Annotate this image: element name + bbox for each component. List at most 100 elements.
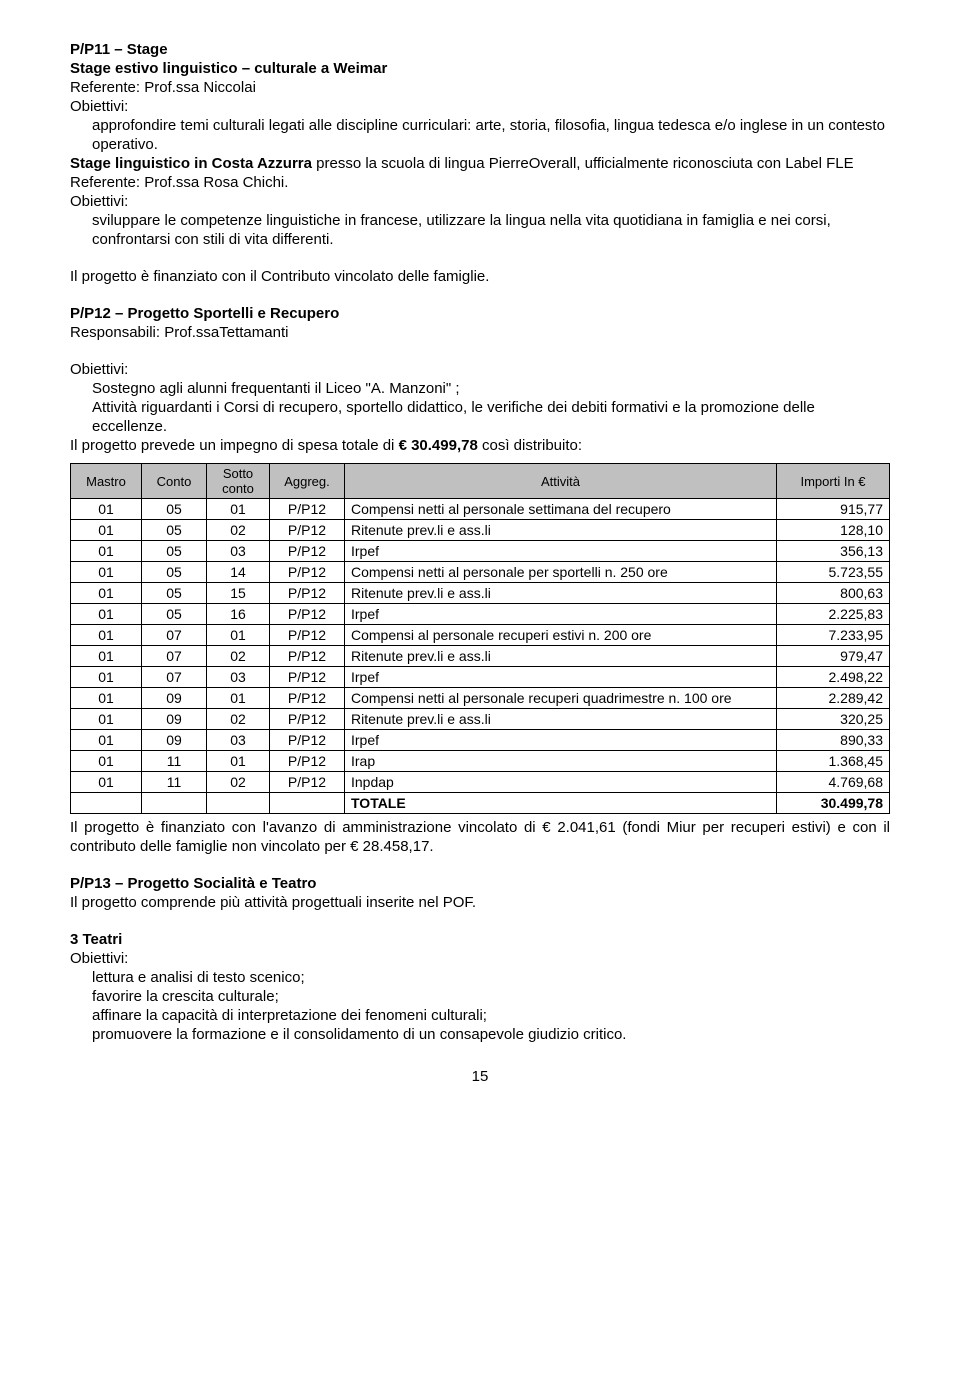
p12-intro-a: Il progetto prevede un impegno di spesa …: [70, 437, 399, 454]
table-cell: Irpef: [345, 667, 777, 688]
bullet-item: approfondire temi culturali legati alle …: [70, 116, 890, 154]
bullet-item: lettura e analisi di testo scenico;: [70, 968, 890, 987]
table-row: 010514P/P12Compensi netti al personale p…: [71, 562, 890, 583]
table-cell: 05: [142, 499, 207, 520]
p11-sub2: Stage linguistico in Costa Azzurra press…: [70, 154, 890, 173]
bullet-item: Attività riguardanti i Corsi di recupero…: [70, 398, 890, 436]
table-row: 010902P/P12Ritenute prev.li e ass.li320,…: [71, 709, 890, 730]
p12-intro-b: € 30.499,78: [399, 437, 478, 454]
table-cell: 09: [142, 730, 207, 751]
table-cell: 11: [142, 772, 207, 793]
th-imp: Importi In €: [777, 464, 890, 499]
table-cell: 01: [71, 688, 142, 709]
table-cell: 1.368,45: [777, 751, 890, 772]
table-cell: P/P12: [270, 604, 345, 625]
p11-sub2-rest: presso la scuola di lingua PierreOverall…: [312, 155, 854, 172]
table-row: 010901P/P12Compensi netti al personale r…: [71, 688, 890, 709]
table-cell: 01: [71, 520, 142, 541]
bullet-text: sviluppare le competenze linguistiche in…: [92, 211, 890, 249]
bullet-item: promuovere la formazione e il consolidam…: [70, 1025, 890, 1044]
table-cell: Ritenute prev.li e ass.li: [345, 583, 777, 604]
table-cell: 2.289,42: [777, 688, 890, 709]
table-cell: Irpef: [345, 604, 777, 625]
table-cell: 15: [207, 583, 270, 604]
bullet-text: affinare la capacità di interpretazione …: [92, 1006, 890, 1025]
table-cell: 05: [142, 520, 207, 541]
th-sotto: Sotto conto: [207, 464, 270, 499]
table-cell: 09: [142, 709, 207, 730]
bullet-item: sviluppare le competenze linguistiche in…: [70, 211, 890, 249]
table-cell: P/P12: [270, 562, 345, 583]
page-number: 15: [70, 1068, 890, 1085]
p11-sub1: Stage estivo linguistico – culturale a W…: [70, 59, 890, 78]
p12-obj: Obiettivi:: [70, 360, 890, 379]
table-row: 010903P/P12Irpef890,33: [71, 730, 890, 751]
p11-ref1: Referente: Prof.ssa Niccolai: [70, 78, 890, 97]
table-cell: 01: [207, 751, 270, 772]
p12-title: P/P12 – Progetto Sportelli e Recupero: [70, 304, 890, 323]
bullet-item: favorire la crescita culturale;: [70, 987, 890, 1006]
td-total-label: TOTALE: [345, 793, 777, 814]
table-cell: P/P12: [270, 541, 345, 562]
th-conto: Conto: [142, 464, 207, 499]
table-cell: 01: [71, 583, 142, 604]
table-cell: 01: [71, 562, 142, 583]
table-cell: 01: [71, 604, 142, 625]
bullet-item: Sostegno agli alunni frequentanti il Lic…: [70, 379, 890, 398]
table-row: 011102P/P12Inpdap4.769,68: [71, 772, 890, 793]
table-cell: Compensi netti al personale settimana de…: [345, 499, 777, 520]
table-cell: 128,10: [777, 520, 890, 541]
table-cell: 05: [142, 604, 207, 625]
table-cell: 01: [207, 688, 270, 709]
table-cell: P/P12: [270, 730, 345, 751]
td-empty: [71, 793, 142, 814]
table-row: 010515P/P12Ritenute prev.li e ass.li800,…: [71, 583, 890, 604]
table-cell: 03: [207, 730, 270, 751]
table-cell: 02: [207, 646, 270, 667]
table-total-row: TOTALE 30.499,78: [71, 793, 890, 814]
table-cell: 979,47: [777, 646, 890, 667]
bullet-text: favorire la crescita culturale;: [92, 987, 890, 1006]
table-cell: 07: [142, 646, 207, 667]
table-cell: 16: [207, 604, 270, 625]
p13-line: Il progetto comprende più attività proge…: [70, 893, 890, 912]
table-cell: 7.233,95: [777, 625, 890, 646]
table-cell: 05: [142, 583, 207, 604]
td-empty: [207, 793, 270, 814]
table-cell: 01: [71, 646, 142, 667]
table-cell: 01: [207, 625, 270, 646]
table-row: 010702P/P12Ritenute prev.li e ass.li979,…: [71, 646, 890, 667]
table-row: 010503P/P12Irpef356,13: [71, 541, 890, 562]
table-cell: P/P12: [270, 772, 345, 793]
p11-sub2-bold: Stage linguistico in Costa Azzurra: [70, 155, 312, 172]
table-row: 010501P/P12Compensi netti al personale s…: [71, 499, 890, 520]
table-cell: P/P12: [270, 625, 345, 646]
table-cell: 03: [207, 667, 270, 688]
table-cell: 01: [71, 772, 142, 793]
th-mastro: Mastro: [71, 464, 142, 499]
table-cell: P/P12: [270, 709, 345, 730]
table-cell: 2.498,22: [777, 667, 890, 688]
bullet-text: promuovere la formazione e il consolidam…: [92, 1025, 890, 1044]
p12-after: Il progetto è finanziato con l'avanzo di…: [70, 818, 890, 856]
table-cell: Compensi netti al personale per sportell…: [345, 562, 777, 583]
table-cell: Inpdap: [345, 772, 777, 793]
table-cell: 11: [142, 751, 207, 772]
table-cell: 800,63: [777, 583, 890, 604]
table-cell: 320,25: [777, 709, 890, 730]
table-cell: Compensi al personale recuperi estivi n.…: [345, 625, 777, 646]
table-row: 010703P/P12Irpef2.498,22: [71, 667, 890, 688]
th-agg: Aggreg.: [270, 464, 345, 499]
p13-title: P/P13 – Progetto Socialità e Teatro: [70, 874, 890, 893]
table-cell: P/P12: [270, 688, 345, 709]
table-cell: Irap: [345, 751, 777, 772]
table-header-row: Mastro Conto Sotto conto Aggreg. Attivit…: [71, 464, 890, 499]
table-cell: 2.225,83: [777, 604, 890, 625]
table-cell: Ritenute prev.li e ass.li: [345, 709, 777, 730]
table-cell: 02: [207, 520, 270, 541]
table-cell: 4.769,68: [777, 772, 890, 793]
p12-resp: Responsabili: Prof.ssaTettamanti: [70, 323, 890, 342]
table-cell: Compensi netti al personale recuperi qua…: [345, 688, 777, 709]
page: P/P11 – Stage Stage estivo linguistico –…: [0, 0, 960, 1115]
table-cell: P/P12: [270, 751, 345, 772]
